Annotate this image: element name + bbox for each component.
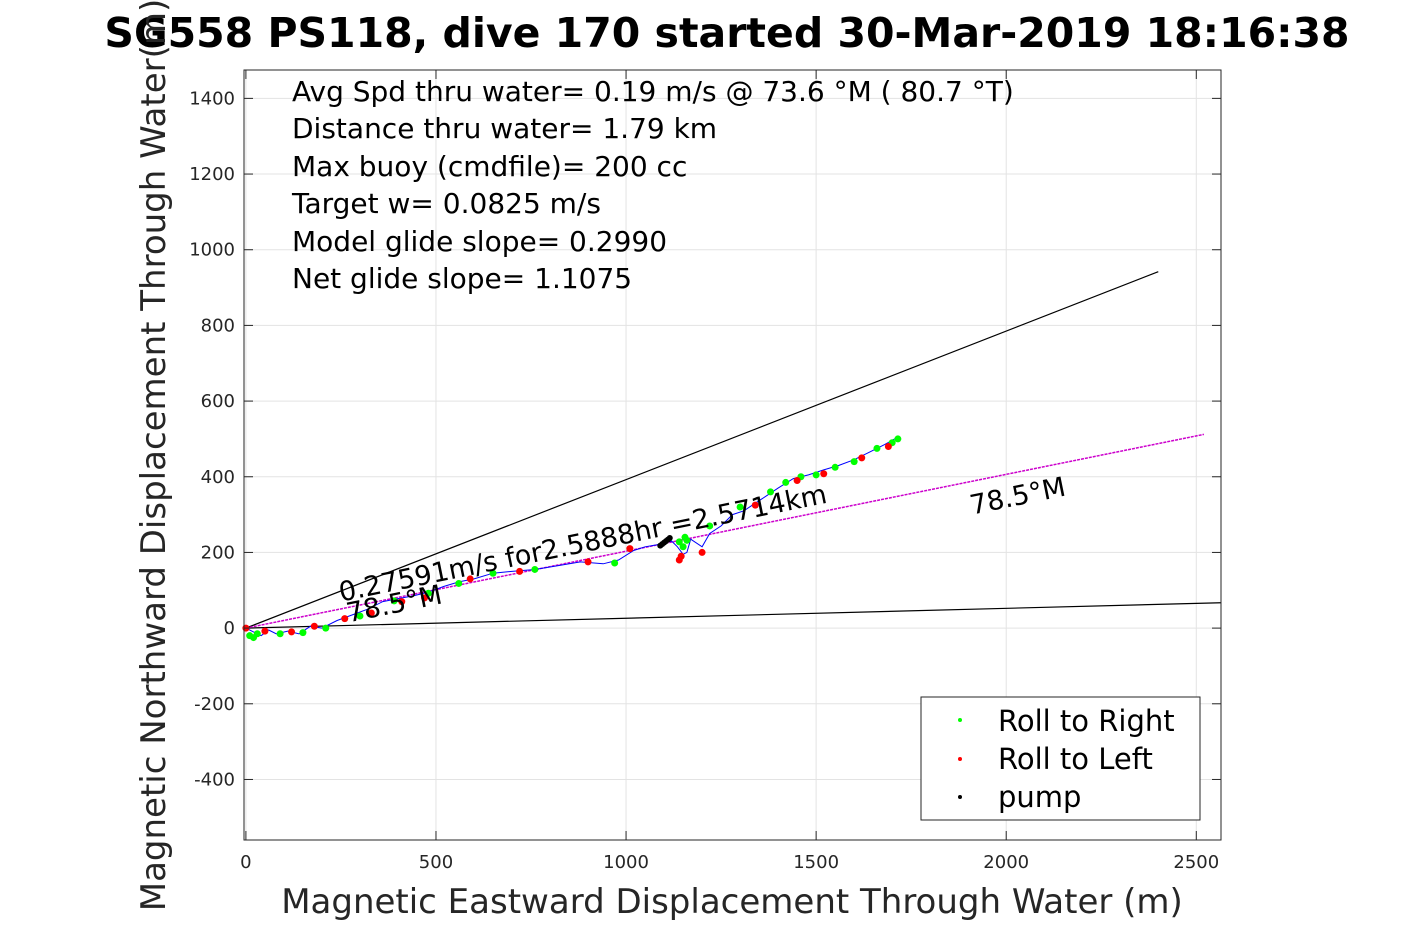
reference-lines (245, 271, 1222, 629)
chart-title: SG558 PS118, dive 170 started 30-Mar-201… (104, 9, 1349, 57)
legend-box (920, 696, 1201, 821)
y-tick-label: 600 (201, 391, 235, 412)
marker-roll-to-right (455, 579, 463, 587)
marker-roll-to-right (767, 488, 775, 496)
x-tick-label: 500 (419, 852, 453, 873)
x-tick-label: 2500 (1173, 852, 1219, 873)
y-tick-label: -400 (194, 769, 235, 790)
marker-roll-to-left (367, 609, 375, 617)
y-tick-label: 1200 (189, 164, 235, 185)
legend-marker-roll-right (958, 718, 962, 722)
axis-ticks: 0 500 1000 1500 2000 2500 -400 -200 0 200 400 600 80… (189, 70, 1221, 873)
marker-roll-to-left (626, 545, 634, 553)
grid-lines (244, 70, 1221, 840)
info-distance: Distance thru water= 1.79 km (292, 112, 717, 145)
marker-roll-to-right (356, 612, 364, 620)
marker-roll-to-left (466, 575, 474, 583)
marker-roll-to-right (322, 624, 330, 632)
marker-roll-to-left (261, 627, 269, 635)
y-tick-label: 0 (224, 618, 235, 639)
info-text-block: Avg Spd thru water= 0.19 m/s @ 73.6 °M (… (291, 75, 1014, 295)
marker-roll-to-left (516, 567, 524, 575)
marker-roll-to-right (679, 543, 687, 551)
marker-roll-to-left (584, 558, 592, 566)
marker-roll-to-left (398, 598, 406, 606)
y-tick-label: 1400 (189, 88, 235, 109)
marker-roll-to-right (675, 538, 683, 546)
legend-marker-roll-left (958, 757, 962, 761)
marker-roll-to-right (782, 478, 790, 486)
y-tick-label: 800 (201, 315, 235, 336)
marker-roll-to-left (341, 615, 349, 623)
info-net-glide: Net glide slope= 1.1075 (292, 262, 632, 295)
marker-roll-to-right (276, 630, 284, 638)
marker-roll-to-right (299, 629, 307, 637)
x-tick-label: 1000 (603, 852, 649, 873)
info-avg-speed: Avg Spd thru water= 0.19 m/s @ 73.6 °M (… (292, 75, 1014, 108)
marker-roll-to-left (793, 477, 801, 485)
legend-marker-pump (958, 795, 962, 799)
roll-markers (242, 435, 902, 642)
marker-roll-to-right (894, 435, 902, 443)
marker-roll-to-left (310, 622, 318, 630)
y-axis-label: Magnetic Northward Displacement Through … (134, 0, 174, 911)
y-tick-label: -200 (194, 694, 235, 715)
x-tick-label: 0 (240, 852, 251, 873)
x-tick-label: 2000 (983, 852, 1029, 873)
legend-label-pump: pump (998, 780, 1081, 814)
ref-line-lower-bound (245, 602, 1222, 629)
x-tick-label: 1500 (793, 852, 839, 873)
legend-label-roll-left: Roll to Left (998, 742, 1153, 776)
plot-border (243, 69, 1222, 841)
marker-roll-to-right (736, 503, 744, 511)
x-axis-label: Magnetic Eastward Displacement Through W… (281, 882, 1183, 922)
marker-roll-to-left (751, 501, 759, 509)
marker-roll-to-right (850, 458, 858, 466)
legend: Roll to Right Roll to Left pump (920, 696, 1201, 821)
marker-roll-to-right (873, 444, 881, 452)
marker-roll-to-left (858, 454, 866, 462)
marker-roll-to-left (677, 552, 685, 560)
marker-roll-to-right (611, 559, 619, 567)
marker-roll-to-right (489, 569, 497, 577)
legend-label-roll-right: Roll to Right (998, 704, 1175, 738)
info-model-glide: Model glide slope= 0.2990 (292, 225, 667, 258)
marker-roll-to-left (288, 628, 296, 636)
info-target-w: Target w= 0.0825 m/s (291, 187, 601, 220)
marker-roll-to-left (884, 442, 892, 450)
marker-pump (666, 535, 673, 542)
marker-roll-to-left (698, 548, 706, 556)
y-tick-label: 200 (201, 542, 235, 563)
ref-line-mean-heading (245, 433, 1205, 629)
marker-roll-to-left (820, 470, 828, 478)
y-tick-label: 1000 (189, 240, 235, 261)
marker-roll-to-right (706, 522, 714, 530)
marker-roll-to-left (421, 594, 429, 602)
marker-roll-to-right (531, 565, 539, 573)
marker-roll-to-right (683, 536, 691, 544)
marker-roll-to-right (831, 463, 839, 471)
marker-roll-to-right (812, 471, 820, 479)
marker-roll-to-right (390, 597, 398, 605)
info-max-buoy: Max buoy (cmdfile)= 200 cc (292, 150, 687, 183)
y-tick-label: 400 (201, 467, 235, 488)
ref-line-upper-bound (245, 271, 1159, 629)
marker-roll-to-right (253, 630, 261, 638)
